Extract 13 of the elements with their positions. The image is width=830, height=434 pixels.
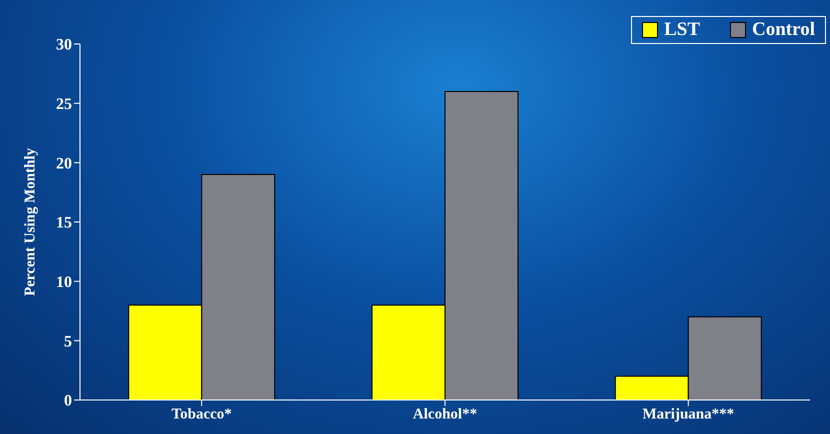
- y-tick-label: 10: [56, 274, 72, 292]
- y-tick-label: 0: [64, 392, 72, 410]
- y-tick-label: 15: [56, 214, 72, 232]
- y-tick-label: 5: [64, 333, 72, 350]
- legend-label: LST: [664, 19, 700, 41]
- y-tick-label: 20: [56, 155, 72, 172]
- x-tick-label: Marijuana***: [642, 406, 734, 423]
- y-axis-title: Percent Using Monthly: [22, 147, 38, 296]
- y-tick-label: 30: [56, 36, 72, 54]
- x-tick-label: Alcohol**: [412, 406, 478, 423]
- x-tick-label: Tobacco*: [172, 406, 232, 423]
- y-tick-label: 25: [56, 96, 72, 114]
- legend-label: Control: [752, 19, 815, 41]
